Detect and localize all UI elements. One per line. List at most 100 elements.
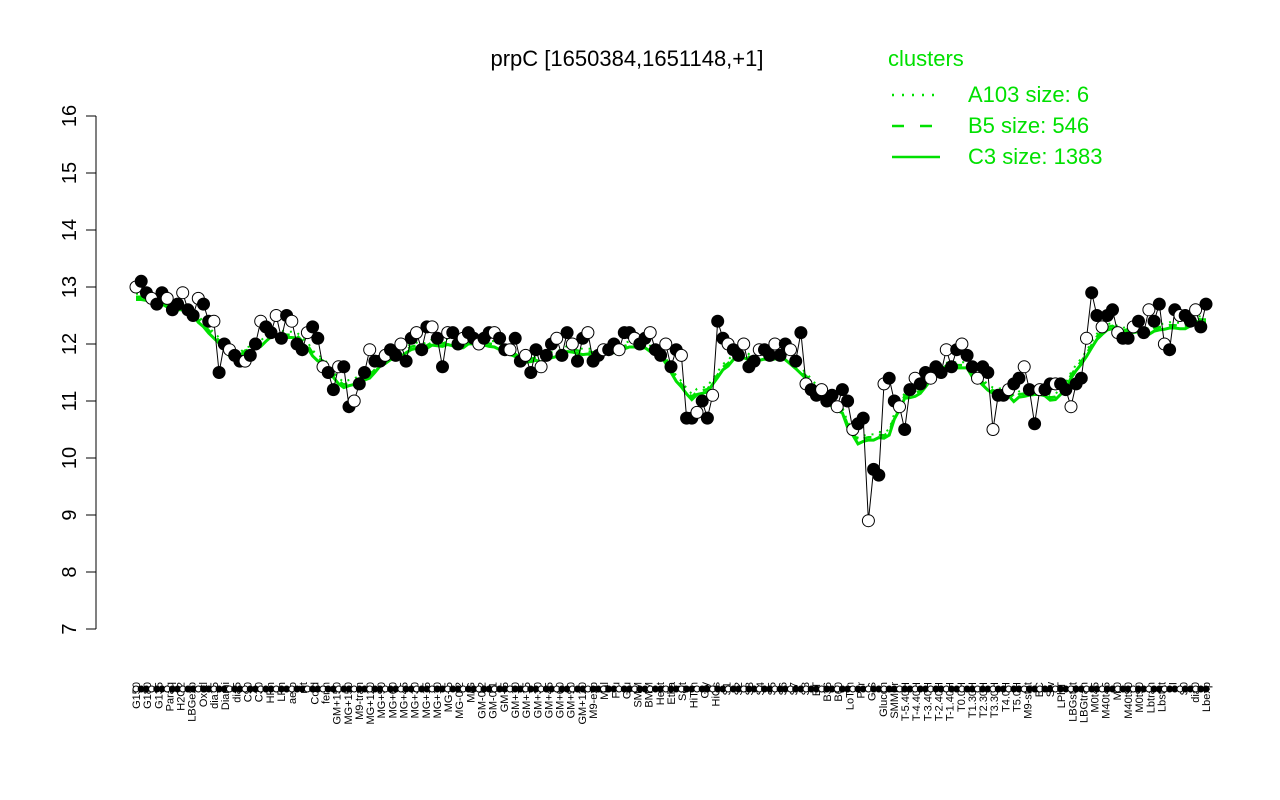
data-point: [352, 377, 366, 391]
data-point: [1194, 320, 1208, 334]
data-point: [945, 360, 958, 374]
data-point: [643, 326, 657, 340]
data-point: [560, 326, 574, 340]
data-point: [285, 314, 299, 328]
data-point: [399, 354, 413, 368]
data-point: [508, 331, 522, 345]
x-tick-label: GM+120: [577, 682, 589, 725]
data-point: [571, 354, 584, 368]
data-point: [311, 331, 325, 345]
data-point: [565, 337, 579, 351]
data-point: [581, 326, 595, 340]
data-point: [835, 383, 849, 397]
data-point: [861, 514, 875, 528]
data-point: [446, 326, 460, 340]
data-point: [773, 348, 787, 362]
legend-label-b5: B5 size: 546: [968, 113, 1089, 138]
y-tick-label: 16: [59, 105, 81, 127]
legend: clusters A103 size: 6 B5 size: 546 C3 si…: [888, 46, 1103, 169]
data-point: [706, 388, 720, 402]
y-tick-label: 11: [59, 391, 81, 412]
data-point: [830, 400, 844, 414]
data-point: [659, 337, 673, 351]
y-tick-label: 8: [59, 566, 81, 577]
data-point: [612, 343, 626, 357]
legend-label-a103: A103 size: 6: [968, 82, 1089, 107]
data-point: [924, 371, 938, 385]
y-tick-label: 15: [59, 162, 81, 184]
data-point: [197, 297, 210, 311]
data-point: [358, 366, 371, 379]
data-point: [856, 411, 870, 425]
data-point: [732, 348, 745, 362]
data-point: [1085, 286, 1099, 300]
data-point: [493, 331, 507, 345]
data-point: [898, 423, 912, 436]
data-point: [1147, 314, 1161, 328]
data-point: [134, 274, 148, 288]
x-tick-label: MG+120: [365, 682, 377, 725]
data-point: [150, 297, 164, 311]
data-point: [815, 383, 829, 397]
data-point: [430, 331, 444, 345]
data-point: [664, 360, 678, 374]
data-point: [784, 343, 797, 357]
legend-label-c3: C3 size: 1383: [968, 144, 1103, 169]
data-point: [160, 291, 174, 305]
data-point: [1064, 400, 1078, 414]
chart-title: prpC [1650384,1651148,+1]: [491, 46, 764, 71]
data-point: [1074, 371, 1088, 385]
data-point: [986, 423, 1000, 436]
y-tick-label: 9: [59, 509, 81, 520]
x-axis: G150 G180 G135 Paraq H2O2 LBGexp Oxctl dia15 Dia…: [131, 681, 1213, 724]
data-point: [274, 331, 288, 345]
data-point: [981, 366, 995, 379]
data-point: [410, 326, 423, 340]
data-point: [690, 405, 704, 419]
data-point: [872, 468, 886, 482]
data-point: [264, 326, 278, 340]
data-point: [700, 411, 714, 425]
data-point: [711, 314, 725, 328]
data-point: [1142, 303, 1156, 317]
x-tick-label: GM+150: [332, 682, 344, 725]
data-point: [747, 354, 761, 368]
data-point: [425, 320, 439, 334]
data-point: [1080, 331, 1093, 345]
data-point: [1121, 331, 1135, 345]
data-point: [534, 360, 548, 374]
data-point: [841, 394, 855, 408]
data-point: [1163, 343, 1177, 357]
data-point: [212, 366, 226, 379]
data-point: [825, 388, 839, 402]
data-point: [243, 348, 257, 362]
data-point: [207, 314, 221, 328]
data-point: [436, 360, 449, 374]
data-point: [539, 348, 553, 362]
data-point: [524, 366, 538, 379]
data-point: [960, 348, 974, 362]
data-point: [389, 348, 403, 362]
data-point: [176, 286, 190, 300]
data-point: [794, 326, 808, 340]
data-point: [789, 354, 803, 368]
data-point: [295, 343, 309, 357]
data-point: [903, 383, 917, 397]
data-point: [306, 320, 320, 334]
data-point: [415, 343, 429, 357]
data-point: [971, 371, 984, 385]
data-point: [1189, 303, 1203, 317]
data-point: [893, 400, 906, 414]
data-point: [550, 331, 564, 345]
data-point: [674, 348, 688, 362]
data-point: [1132, 314, 1145, 328]
data-point: [913, 377, 927, 391]
y-tick-label: 10: [59, 447, 81, 469]
y-axis: 7 8 9 10 11 12 13 14 15 16: [59, 105, 97, 635]
data-point: [363, 343, 377, 357]
y-tick-label: 14: [59, 219, 81, 241]
y-tick-label: 13: [59, 276, 81, 298]
data-point: [555, 348, 569, 362]
data-point: [1017, 360, 1031, 374]
data-point: [1183, 314, 1197, 328]
